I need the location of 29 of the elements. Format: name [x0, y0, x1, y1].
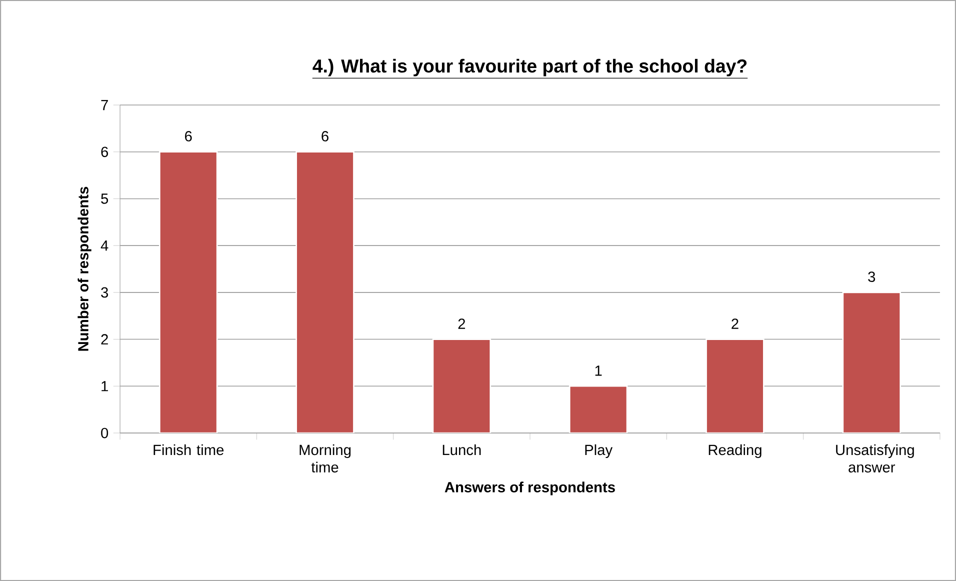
bar	[568, 385, 628, 433]
x-tick-label: Lunch	[442, 444, 481, 456]
y-tick-label: 2	[101, 334, 108, 344]
bar	[706, 338, 764, 433]
bar	[296, 151, 354, 433]
y-axis-title: Number of respondents	[78, 186, 92, 351]
y-tick-label: 4	[100, 240, 108, 251]
x-tick-label: Finish time	[154, 444, 224, 456]
bar	[432, 338, 492, 433]
bar	[842, 292, 902, 433]
data-label: 6	[322, 131, 328, 142]
x-axis-title: Answers of respondents	[444, 482, 615, 496]
y-tick-label: 5	[101, 194, 108, 204]
x-tick-label: Reading	[708, 444, 762, 458]
data-label: 2	[458, 318, 466, 329]
y-tick-label: 3	[101, 287, 108, 298]
y-tick-label: 0	[101, 428, 108, 438]
y-tick-label: 7	[101, 100, 108, 110]
x-tick-label: Play	[585, 444, 613, 458]
data-label: 1	[595, 366, 602, 376]
x-tick-label: Unsatisfying answer	[836, 444, 914, 472]
data-label: 2	[732, 318, 738, 329]
data-label: 6	[185, 131, 192, 142]
y-tick-label: 1	[102, 381, 108, 392]
x-tick-label: Morning time	[300, 444, 351, 472]
data-label: 3	[868, 272, 876, 282]
y-tick-label: 6	[101, 146, 108, 158]
bar	[158, 151, 218, 433]
chart-title: 4.) What is your favourite part of the school day?	[312, 58, 747, 76]
